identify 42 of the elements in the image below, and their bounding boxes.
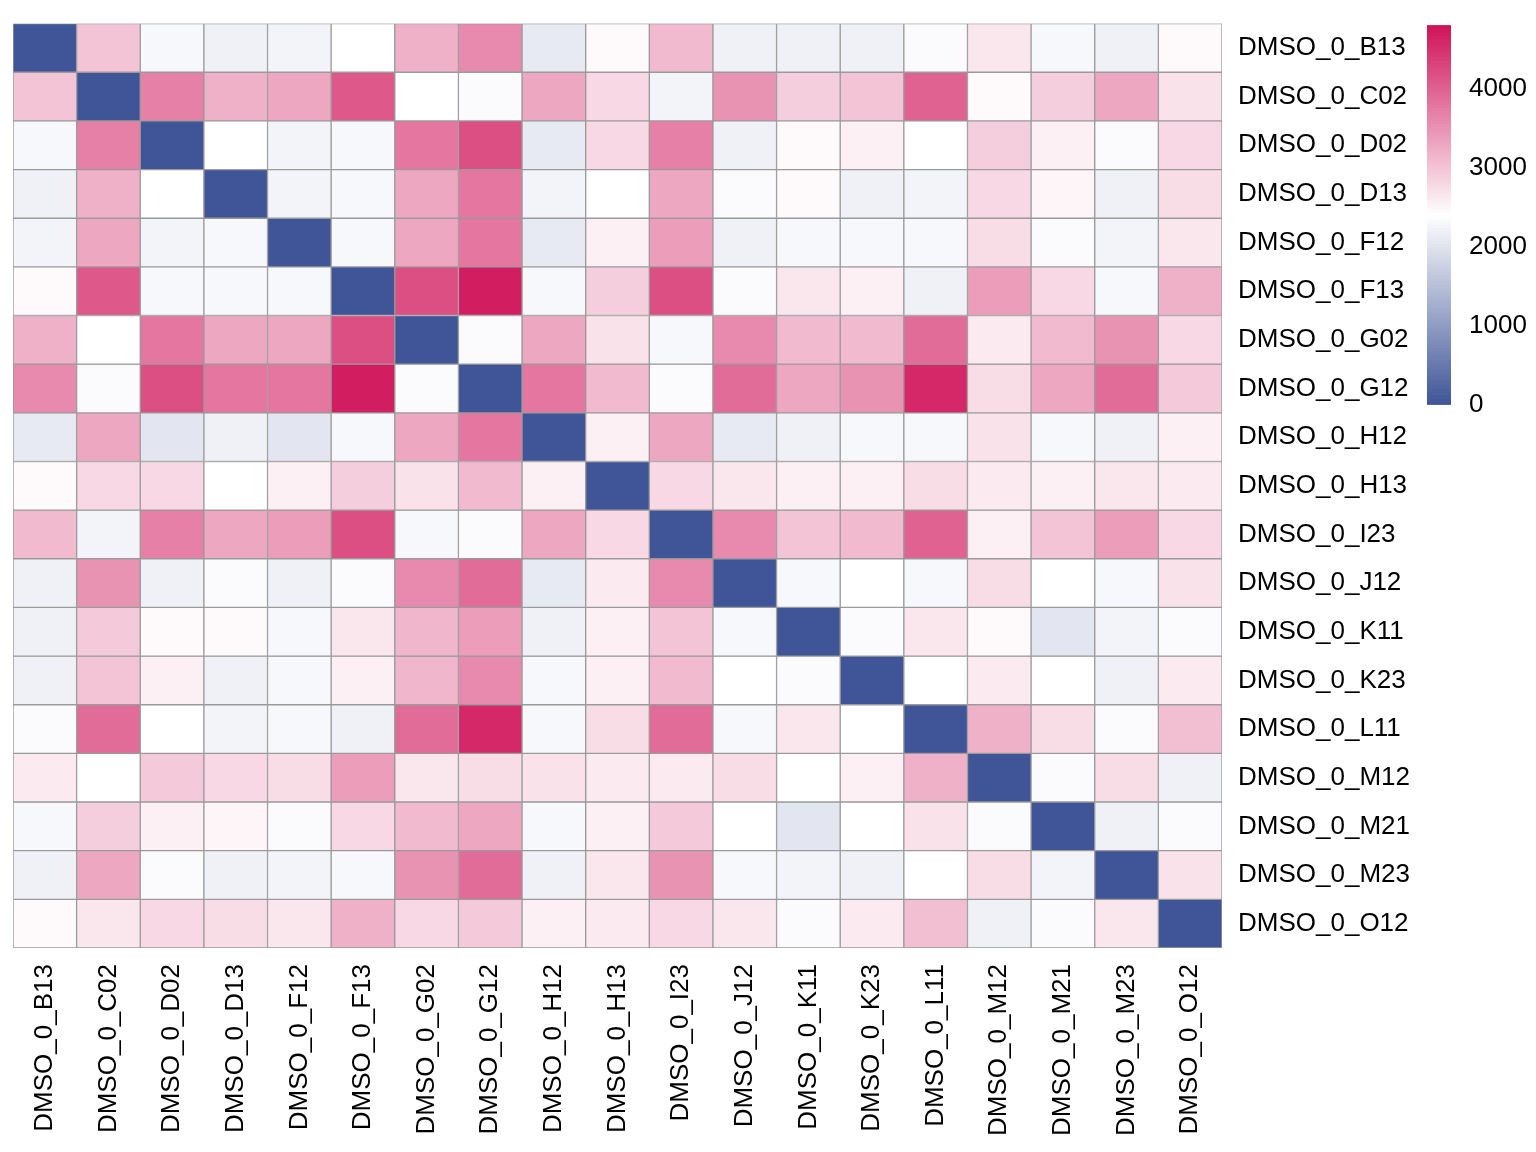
x-tick-label: DMSO_0_D02 bbox=[155, 964, 186, 1134]
y-tick-label: DMSO_0_G02 bbox=[1238, 323, 1409, 354]
color-bar-label: 2000 bbox=[1469, 229, 1527, 260]
x-tick-label: DMSO_0_F13 bbox=[346, 964, 377, 1131]
x-tick-label: DMSO_0_G12 bbox=[473, 964, 504, 1135]
color-bar-label: 3000 bbox=[1469, 150, 1527, 181]
y-tick-label: DMSO_0_K11 bbox=[1238, 614, 1404, 645]
y-tick-label: DMSO_0_F13 bbox=[1238, 274, 1405, 305]
y-tick-label: DMSO_0_C02 bbox=[1238, 79, 1408, 110]
y-tick-label: DMSO_0_M21 bbox=[1238, 809, 1410, 840]
x-tick-label: DMSO_0_M12 bbox=[982, 964, 1013, 1136]
x-tick-label: DMSO_0_I23 bbox=[664, 964, 695, 1122]
y-tick-label: DMSO_0_K23 bbox=[1238, 663, 1406, 694]
x-tick-label: DMSO_0_J12 bbox=[727, 964, 758, 1128]
y-tick-label: DMSO_0_D13 bbox=[1238, 177, 1408, 208]
x-tick-label: DMSO_0_H12 bbox=[537, 964, 568, 1134]
y-tick-label: DMSO_0_L11 bbox=[1238, 712, 1401, 743]
x-tick-label: DMSO_0_L11 bbox=[918, 964, 949, 1127]
color-bar-label: 4000 bbox=[1469, 71, 1527, 102]
color-bar-label: 1000 bbox=[1469, 308, 1527, 339]
y-tick-label: DMSO_0_H12 bbox=[1238, 420, 1408, 451]
y-tick-label: DMSO_0_G12 bbox=[1238, 371, 1409, 402]
y-tick-label: DMSO_0_O12 bbox=[1238, 906, 1409, 937]
x-tick-label: DMSO_0_D13 bbox=[218, 964, 249, 1134]
y-tick-label: DMSO_0_D02 bbox=[1238, 128, 1408, 159]
y-tick-label: DMSO_0_J12 bbox=[1238, 566, 1402, 597]
y-tick-label: DMSO_0_M12 bbox=[1238, 760, 1410, 791]
y-tick-label: DMSO_0_H13 bbox=[1238, 468, 1408, 499]
x-tick-label: DMSO_0_H13 bbox=[600, 964, 631, 1134]
x-tick-label: DMSO_0_K23 bbox=[855, 964, 886, 1132]
y-tick-label: DMSO_0_F12 bbox=[1238, 225, 1405, 256]
color-bar-label: 0 bbox=[1469, 387, 1484, 418]
x-tick-label: DMSO_0_K11 bbox=[791, 964, 822, 1130]
y-tick-label: DMSO_0_B13 bbox=[1238, 31, 1406, 62]
y-tick-label: DMSO_0_M23 bbox=[1238, 858, 1410, 889]
x-tick-label: DMSO_0_M23 bbox=[1109, 964, 1140, 1136]
x-tick-label: DMSO_0_C02 bbox=[91, 964, 122, 1134]
x-tick-label: DMSO_0_B13 bbox=[27, 964, 58, 1132]
x-tick-label: DMSO_0_F12 bbox=[282, 964, 313, 1131]
x-tick-label: DMSO_0_G02 bbox=[409, 964, 440, 1135]
x-tick-label: DMSO_0_M21 bbox=[1046, 964, 1077, 1136]
y-tick-label: DMSO_0_I23 bbox=[1238, 517, 1396, 548]
